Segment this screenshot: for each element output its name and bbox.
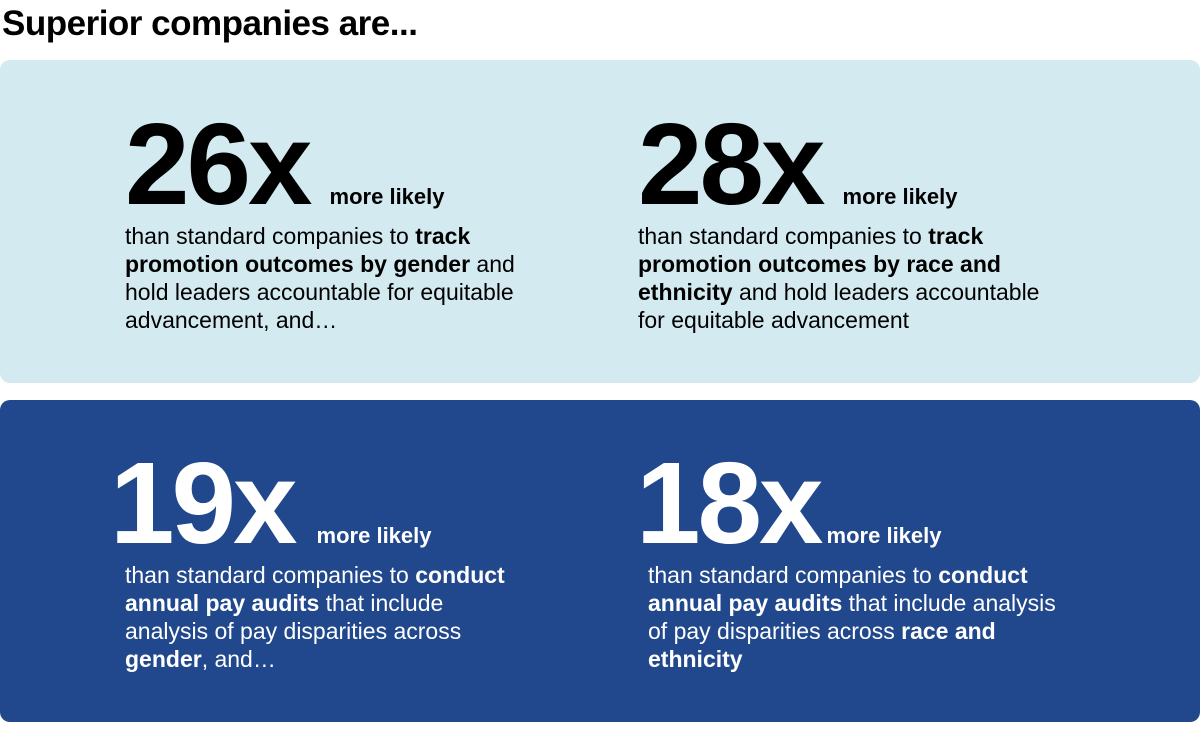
- emphasis-text: conduct: [415, 562, 505, 588]
- description-line: ethnicity and hold leaders accountable: [638, 278, 1039, 306]
- stat-description: than standard companies to conduct annual…: [648, 561, 1056, 673]
- stat-multiplier: 18x: [636, 438, 824, 568]
- description-text: , and…: [201, 646, 276, 672]
- stat-multiplier: 19x: [110, 438, 298, 568]
- description-line: annual pay audits that include: [125, 589, 505, 617]
- stat-headline: 26x more likely: [125, 106, 515, 222]
- stat-suffix: more likely: [826, 523, 942, 548]
- stat-headline: 19x more likely: [110, 445, 505, 561]
- stat-race-promotion: 28x more likely than standard companies to…: [638, 106, 1039, 334]
- description-line: ethnicity: [648, 645, 1056, 673]
- stat-multiplier: 26x: [125, 99, 313, 229]
- stat-suffix: more likely: [329, 184, 445, 209]
- stat-suffix: more likely: [842, 184, 958, 209]
- emphasis-text: annual pay audits: [648, 590, 843, 616]
- description-line: gender, and…: [125, 645, 505, 673]
- description-text: than standard companies to: [125, 223, 416, 249]
- description-text: advancement, and…: [125, 307, 338, 333]
- description-line: annual pay audits that include analysis: [648, 589, 1056, 617]
- stat-headline: 28x more likely: [638, 106, 1039, 222]
- emphasis-text: conduct: [938, 562, 1028, 588]
- description-text: than standard companies to: [125, 562, 416, 588]
- description-line: promotion outcomes by race and: [638, 250, 1039, 278]
- stat-headline: 18x more likely: [636, 445, 1056, 561]
- description-text: that include: [319, 590, 444, 616]
- emphasis-text: race and: [901, 618, 996, 644]
- description-text: than standard companies to: [638, 223, 929, 249]
- description-text: hold leaders accountable for equitable: [125, 279, 514, 305]
- emphasis-text: promotion outcomes by gender: [125, 251, 471, 277]
- emphasis-text: track: [928, 223, 984, 249]
- description-text: of pay disparities across: [648, 618, 902, 644]
- pay-audit-panel: 19x more likely than standard companies to…: [0, 400, 1200, 722]
- stat-gender-pay-audit: 19x more likely than standard companies to…: [110, 445, 505, 673]
- page-title: Superior companies are...: [2, 4, 418, 43]
- emphasis-text: annual pay audits: [125, 590, 320, 616]
- description-line: analysis of pay disparities across: [125, 617, 505, 645]
- promotion-tracking-panel: 26x more likely than standard companies to…: [0, 60, 1200, 383]
- description-line: than standard companies to track: [638, 222, 1039, 250]
- description-line: hold leaders accountable for equitable: [125, 278, 515, 306]
- description-line: promotion outcomes by gender and: [125, 250, 515, 278]
- description-line: advancement, and…: [125, 306, 515, 334]
- stat-race-pay-audit: 18x more likely than standard companies to…: [636, 445, 1056, 673]
- description-line: than standard companies to track: [125, 222, 515, 250]
- description-line: than standard companies to conduct: [125, 561, 505, 589]
- emphasis-text: ethnicity: [648, 646, 743, 672]
- stat-multiplier: 28x: [638, 99, 826, 229]
- stat-suffix: more likely: [316, 523, 432, 548]
- emphasis-text: track: [415, 223, 471, 249]
- stat-gender-promotion: 26x more likely than standard companies to…: [125, 106, 515, 334]
- stat-description: than standard companies to track promotio…: [638, 222, 1039, 334]
- description-text: and hold leaders accountable: [732, 279, 1040, 305]
- emphasis-text: ethnicity: [638, 279, 733, 305]
- emphasis-text: gender: [125, 646, 202, 672]
- description-text: analysis of pay disparities across: [125, 618, 462, 644]
- description-text: and: [470, 251, 515, 277]
- description-line: for equitable advancement: [638, 306, 1039, 334]
- description-text: for equitable advancement: [638, 307, 910, 333]
- description-text: than standard companies to: [648, 562, 939, 588]
- stat-description: than standard companies to conduct annual…: [125, 561, 505, 673]
- emphasis-text: promotion outcomes by race and: [638, 251, 1001, 277]
- description-line: than standard companies to conduct: [648, 561, 1056, 589]
- description-line: of pay disparities across race and: [648, 617, 1056, 645]
- stat-description: than standard companies to track promotio…: [125, 222, 515, 334]
- description-text: that include analysis: [842, 590, 1056, 616]
